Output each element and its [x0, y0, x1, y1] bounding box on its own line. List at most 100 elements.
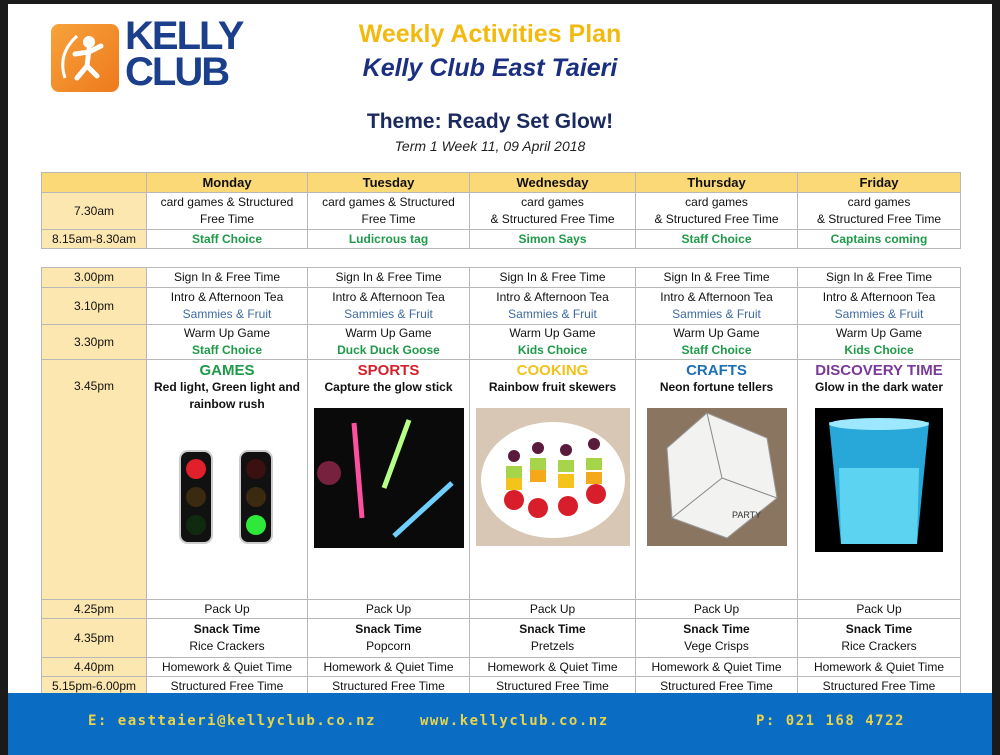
activity-cell: card games & Structured Free Time — [635, 192, 798, 230]
cell-text: Structured Free Time — [332, 678, 445, 693]
activity-cell: Homework & Quiet Time — [635, 657, 798, 677]
cell-text: & Structured Free Time — [816, 212, 942, 226]
cell-text: Sign In & Free Time — [335, 270, 442, 284]
day-label: Thursday — [687, 175, 746, 190]
footer-email: E: easttaieri@kellyclub.co.nz — [88, 713, 376, 729]
traffic-lights-image — [147, 447, 307, 552]
logo-text: KELLY CLUB — [125, 14, 244, 94]
activities-row: 3.45pm GAMES Red light, Green light and ra… — [41, 359, 961, 600]
activity-cell: Homework & Quiet Time — [469, 657, 636, 677]
activity-discovery-time: DISCOVERY TIME Glow in the dark water — [797, 359, 961, 600]
activity-games: GAMES Red light, Green light and rainbow … — [146, 359, 308, 600]
page-title: Weekly Activities Plan — [358, 20, 622, 48]
cell-text: Warm Up Game — [509, 326, 596, 340]
day-header-row: Monday Tuesday Wednesday Thursday Friday — [41, 172, 961, 193]
kelly-club-logo: KELLY CLUB — [51, 16, 244, 96]
activity-name: Neon fortune tellers — [659, 380, 774, 394]
cell-text: Intro & Afternoon Tea — [170, 290, 284, 304]
cell-text: Sign In & Free Time — [499, 270, 606, 284]
afternoon-schedule-table: 3.00pm Sign In & Free Time Sign In & Free … — [41, 267, 961, 696]
cell-text: Intro & Afternoon Tea — [660, 290, 773, 304]
day-label: Monday — [202, 175, 252, 190]
svg-text:PARTY: PARTY — [732, 510, 761, 520]
cell-text: & Structured Free Time — [654, 212, 779, 226]
activity-category: CRAFTS — [686, 362, 747, 379]
fortune-teller-image: PARTY — [636, 408, 797, 551]
activity-cell: Pack Up — [797, 599, 961, 619]
activity-category: SPORTS — [357, 362, 420, 379]
schedule-row: 4.35pm Snack Time Rice Crackers Snack Time P… — [41, 618, 961, 658]
time-label: 3.10pm — [73, 298, 115, 313]
cell-text: Structured Free Time — [170, 678, 284, 693]
activity-cell: Structured Free Time — [307, 676, 470, 696]
time-cell: 7.30am — [41, 192, 147, 230]
activity-cell: card games & Structured Free Time — [307, 192, 470, 230]
club-name: Kelly Club East Taieri — [362, 54, 618, 82]
cell-text: Pretzels — [530, 639, 575, 653]
cell-text: Sammies & Fruit — [182, 307, 272, 321]
day-header-tuesday: Tuesday — [307, 172, 470, 193]
time-label: 7.30am — [73, 203, 115, 218]
cell-text: Simon Says — [518, 231, 587, 246]
cell-text: Staff Choice — [191, 343, 262, 357]
empty-header-cell — [41, 172, 147, 193]
cell-text: Homework & Quiet Time — [813, 659, 945, 674]
cell-text: Intro & Afternoon Tea — [496, 290, 609, 304]
schedule-row: 5.15pm-6.00pm Structured Free Time Structu… — [41, 676, 961, 696]
cell-text: Sammies & Fruit — [672, 307, 761, 321]
cell-text: Rice Crackers — [189, 639, 265, 653]
activity-cell: Warm Up Game Duck Duck Goose — [307, 324, 470, 360]
day-header-thursday: Thursday — [635, 172, 798, 193]
time-cell: 4.35pm — [41, 618, 147, 658]
cell-text: Pack Up — [365, 601, 412, 616]
activity-category: COOKING — [516, 362, 589, 379]
cell-text: Snack Time — [519, 622, 586, 636]
activity-cell: Staff Choice — [146, 229, 308, 249]
footer-website: www.kellyclub.co.nz — [420, 713, 609, 729]
footer-phone: P: 021 168 4722 — [756, 713, 905, 729]
cell-text: Warm Up Game — [835, 326, 923, 340]
activity-cell: Structured Free Time — [797, 676, 961, 696]
theme: Theme: Ready Set Glow! — [366, 110, 614, 133]
time-cell: 3.00pm — [41, 267, 147, 288]
activity-name: Capture the glow stick — [324, 380, 453, 394]
activity-cell: Sign In & Free Time — [146, 267, 308, 288]
schedule-row: 3.30pm Warm Up Game Staff Choice Warm Up Ga… — [41, 324, 961, 360]
term-date: Term 1 Week 11, 09 April 2018 — [394, 138, 586, 154]
time-label: 5.15pm-6.00pm — [51, 678, 137, 693]
schedule-row: 4.40pm Homework & Quiet Time Homework & Qu… — [41, 657, 961, 677]
cell-text: Staff Choice — [681, 343, 752, 357]
cell-text: Sammies & Fruit — [834, 307, 924, 321]
cell-text: Ludicrous tag — [348, 231, 429, 246]
activity-sports: SPORTS Capture the glow stick — [307, 359, 470, 600]
time-label: 4.40pm — [73, 659, 115, 674]
cell-text: Vege Crisps — [684, 639, 749, 653]
time-label: 3.45pm — [73, 379, 115, 393]
cell-text: Pack Up — [856, 601, 902, 616]
activity-cell: Warm Up Game Staff Choice — [146, 324, 308, 360]
time-label: 4.25pm — [73, 601, 115, 616]
activity-cell: Simon Says — [469, 229, 636, 249]
activity-cell: Homework & Quiet Time — [307, 657, 470, 677]
activity-cell: Snack Time Rice Crackers — [146, 618, 308, 658]
cell-text: Popcorn — [366, 639, 411, 653]
cell-text: Homework & Quiet Time — [487, 659, 618, 674]
activity-name: Glow in the dark water — [814, 380, 944, 394]
activity-cell: Homework & Quiet Time — [797, 657, 961, 677]
schedule-row: 4.25pm Pack Up Pack Up Pack Up Pack Up Pack U… — [41, 599, 961, 619]
activity-cell: Homework & Quiet Time — [146, 657, 308, 677]
cell-text: card games — [521, 195, 584, 209]
activity-cell: Sign In & Free Time — [307, 267, 470, 288]
activity-cell: card games & Structured Free Time — [146, 192, 308, 230]
time-cell: 4.25pm — [41, 599, 147, 619]
time-label: 4.35pm — [73, 630, 115, 645]
activity-category: GAMES — [199, 362, 255, 379]
activity-cooking: COOKING Rainbow fruit skewers — [469, 359, 636, 600]
cell-text: card games — [685, 195, 748, 209]
footer: E: easttaieri@kellyclub.co.nz www.kellyc… — [8, 693, 992, 755]
cell-text: Structured Free Time — [822, 678, 936, 693]
cell-text: Intro & Afternoon Tea — [332, 290, 445, 304]
cell-text: Captains coming — [830, 231, 928, 246]
activity-cell: Snack Time Vege Crisps — [635, 618, 798, 658]
activity-cell: Pack Up — [469, 599, 636, 619]
